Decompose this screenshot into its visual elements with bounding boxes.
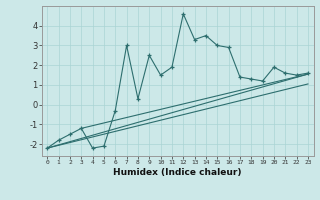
X-axis label: Humidex (Indice chaleur): Humidex (Indice chaleur) — [113, 168, 242, 177]
